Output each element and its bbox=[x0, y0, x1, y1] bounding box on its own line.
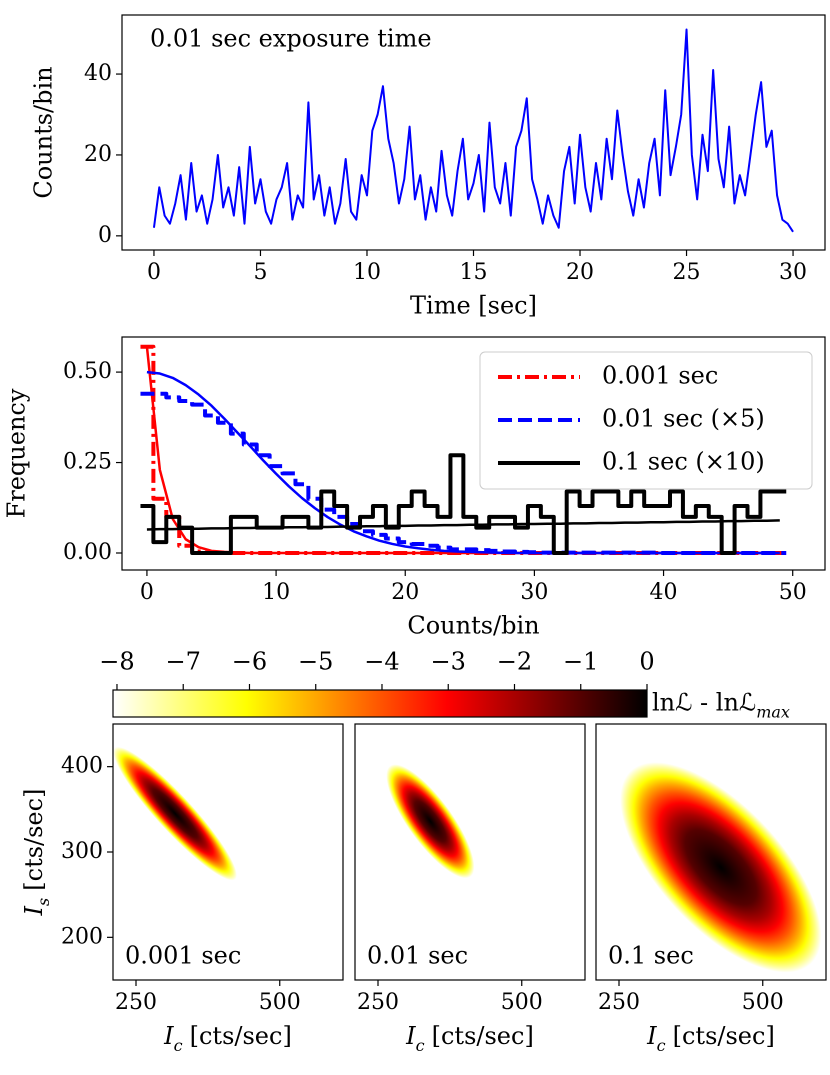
x-tick-label: 250 bbox=[598, 990, 640, 1015]
colorbar-tick-label: −1 bbox=[563, 648, 598, 676]
x-tick-label: 30 bbox=[779, 260, 807, 285]
axes-frame bbox=[112, 723, 344, 981]
x-tick-label: 50 bbox=[779, 580, 807, 605]
x-tick-label: 10 bbox=[262, 580, 290, 605]
x-tick-label: 5 bbox=[253, 260, 267, 285]
axes-frame bbox=[595, 723, 827, 981]
label-unit: [cts/sec] bbox=[673, 1022, 775, 1050]
colorbar bbox=[112, 689, 648, 718]
x-tick-label: 250 bbox=[115, 990, 157, 1015]
label-unit: [cts/sec] bbox=[190, 1022, 292, 1050]
panel-label: 0.01 sec bbox=[367, 942, 468, 970]
label-subscript: s bbox=[34, 898, 53, 906]
label-unit: [cts/sec] bbox=[432, 1022, 534, 1050]
x-tick-label: 20 bbox=[391, 580, 419, 605]
y-axis-label: Counts/bin bbox=[30, 66, 58, 198]
plot-area bbox=[140, 344, 787, 555]
y-tick-label: 300 bbox=[61, 839, 103, 864]
data-line bbox=[152, 28, 794, 233]
x-tick-label: 0 bbox=[147, 260, 161, 285]
x-tick-label: 500 bbox=[259, 990, 301, 1015]
colorbar-tick-label: −6 bbox=[232, 648, 267, 676]
colorbar-tick-label: −4 bbox=[364, 648, 399, 676]
label-subscript: c bbox=[416, 1036, 425, 1055]
y-tick-label: 40 bbox=[84, 61, 112, 86]
x-tick-label: 500 bbox=[501, 990, 543, 1015]
x-tick-label: 40 bbox=[650, 580, 678, 605]
label-symbol: I bbox=[405, 1022, 416, 1050]
likelihood-region bbox=[113, 746, 237, 881]
colorbar-tick-label: −8 bbox=[99, 648, 134, 676]
y-axis-label: Frequency bbox=[3, 388, 31, 518]
legend-label: 0.1 sec (×10) bbox=[602, 448, 765, 476]
colorbar-tick-label: −7 bbox=[166, 648, 201, 676]
y-tick-label: 400 bbox=[61, 754, 103, 779]
colorbar-tick-label: −5 bbox=[298, 648, 333, 676]
panel-label: 0.001 sec bbox=[125, 942, 241, 970]
axes-frame bbox=[354, 723, 586, 981]
x-tick-label: 20 bbox=[566, 260, 594, 285]
y-tick-label: 200 bbox=[61, 924, 103, 949]
label-unit: [cts/sec] bbox=[20, 789, 48, 891]
y-axis-label: Is [cts/sec] bbox=[20, 789, 54, 917]
likelihood-region bbox=[386, 764, 475, 879]
x-axis-label: Ic [cts/sec] bbox=[405, 1022, 534, 1056]
label-symbol: I bbox=[163, 1022, 174, 1050]
colorbar-label-main: lnℒ - lnℒ bbox=[652, 688, 756, 716]
y-tick-label: 0.25 bbox=[63, 450, 112, 475]
axes-frame bbox=[121, 336, 826, 571]
panel-label: 0.1 sec bbox=[608, 942, 694, 970]
plot-area bbox=[152, 28, 794, 233]
plot-area bbox=[386, 764, 475, 879]
legend-label: 0.001 sec bbox=[602, 362, 718, 390]
label-symbol: I bbox=[646, 1022, 657, 1050]
legend-label: 0.01 sec (×5) bbox=[602, 405, 765, 433]
x-axis-label: Counts/bin bbox=[407, 612, 539, 640]
colorbar-tick-label: 0 bbox=[639, 648, 654, 676]
x-tick-label: 500 bbox=[742, 990, 784, 1015]
colorbar-tick-label: −2 bbox=[497, 648, 532, 676]
label-symbol: I bbox=[20, 905, 48, 916]
legend-box bbox=[479, 351, 813, 490]
x-tick-label: 15 bbox=[460, 260, 488, 285]
label-subscript: c bbox=[657, 1036, 666, 1055]
annotation: 0.01 sec exposure time bbox=[150, 25, 432, 53]
x-axis-label: Time [sec] bbox=[410, 292, 537, 320]
x-tick-label: 25 bbox=[673, 260, 701, 285]
y-tick-label: 0.50 bbox=[63, 359, 112, 384]
plot-area bbox=[113, 746, 237, 881]
likelihood-region bbox=[620, 762, 822, 973]
colorbar-tick-label: −3 bbox=[431, 648, 466, 676]
y-tick-label: 20 bbox=[84, 142, 112, 167]
x-tick-label: 30 bbox=[520, 580, 548, 605]
x-tick-label: 0 bbox=[140, 580, 154, 605]
y-tick-label: 0 bbox=[98, 223, 112, 248]
data-line bbox=[146, 370, 780, 555]
x-axis-label: Ic [cts/sec] bbox=[163, 1022, 292, 1056]
axes-frame bbox=[121, 14, 826, 251]
x-axis-label: Ic [cts/sec] bbox=[646, 1022, 775, 1056]
colorbar-label: lnℒ - lnℒmax bbox=[652, 688, 790, 722]
x-tick-label: 10 bbox=[353, 260, 381, 285]
y-tick-label: 0.00 bbox=[63, 540, 112, 565]
label-subscript: c bbox=[174, 1036, 183, 1055]
x-tick-label: 250 bbox=[357, 990, 399, 1015]
plot-area bbox=[620, 762, 822, 973]
data-line bbox=[146, 519, 780, 531]
colorbar-label-sub: max bbox=[756, 703, 790, 722]
